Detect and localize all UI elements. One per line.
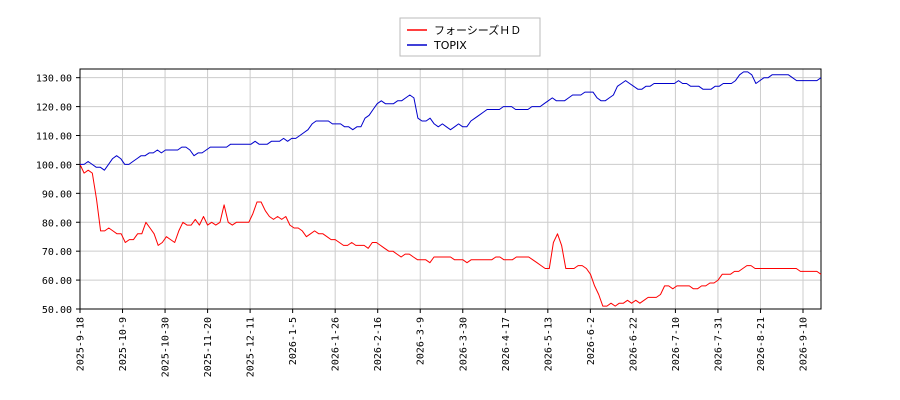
legend-label-1: TOPIX bbox=[433, 39, 467, 52]
x-tick-label: 2026-7-10 bbox=[671, 317, 682, 371]
x-tick-label: 2026-1-5 bbox=[288, 317, 299, 365]
x-tick-label: 2026-7-31 bbox=[713, 317, 724, 371]
series-line-0 bbox=[79, 164, 822, 307]
x-tick-label: 2026-4-17 bbox=[501, 317, 512, 371]
y-tick-label: 70.00 bbox=[42, 247, 72, 258]
x-tick-label: 2026-6-22 bbox=[628, 317, 639, 371]
series-layer bbox=[79, 71, 822, 307]
x-tick-label: 2026-5-13 bbox=[543, 317, 554, 371]
series-line-1 bbox=[80, 71, 822, 171]
x-tick-label: 2026-3-30 bbox=[458, 317, 469, 371]
plot-area bbox=[79, 68, 822, 310]
x-tick-label: 2025-12-11 bbox=[246, 317, 257, 377]
grid-lines bbox=[79, 69, 821, 310]
y-tick-label: 60.00 bbox=[42, 276, 72, 287]
x-tick-label: 2026-3-9 bbox=[416, 317, 427, 365]
legend: フォーシーズＨＤ TOPIX bbox=[399, 17, 541, 57]
x-tick-label: 2026-9-10 bbox=[799, 317, 810, 371]
x-tick-label: 2025-11-20 bbox=[203, 317, 214, 377]
x-tick-label: 2025-10-9 bbox=[118, 317, 129, 371]
y-tick-label: 50.00 bbox=[42, 305, 72, 316]
y-tick-label: 120.00 bbox=[36, 103, 72, 114]
y-tick-label: 80.00 bbox=[42, 218, 72, 229]
legend-label-0: フォーシーズＨＤ bbox=[434, 23, 521, 37]
x-tick-label: 2025-10-30 bbox=[161, 317, 172, 377]
x-tick-label: 2026-6-2 bbox=[586, 317, 597, 365]
y-tick-label: 90.00 bbox=[42, 189, 72, 200]
legend-box bbox=[399, 17, 541, 57]
y-tick-label: 110.00 bbox=[36, 132, 72, 143]
y-tick-label: 100.00 bbox=[36, 160, 72, 171]
x-tick-label: 2026-2-16 bbox=[373, 317, 384, 371]
x-tick-label: 2025-9-18 bbox=[76, 317, 87, 371]
axis-layer: 50.00 60.00 70.00 80.00 90.00 100.00 110.00 120… bbox=[36, 74, 810, 378]
x-tick-label: 2026-8-21 bbox=[756, 317, 767, 371]
y-tick-label: 130.00 bbox=[36, 74, 72, 85]
x-tick-label: 2026-1-26 bbox=[331, 317, 342, 371]
